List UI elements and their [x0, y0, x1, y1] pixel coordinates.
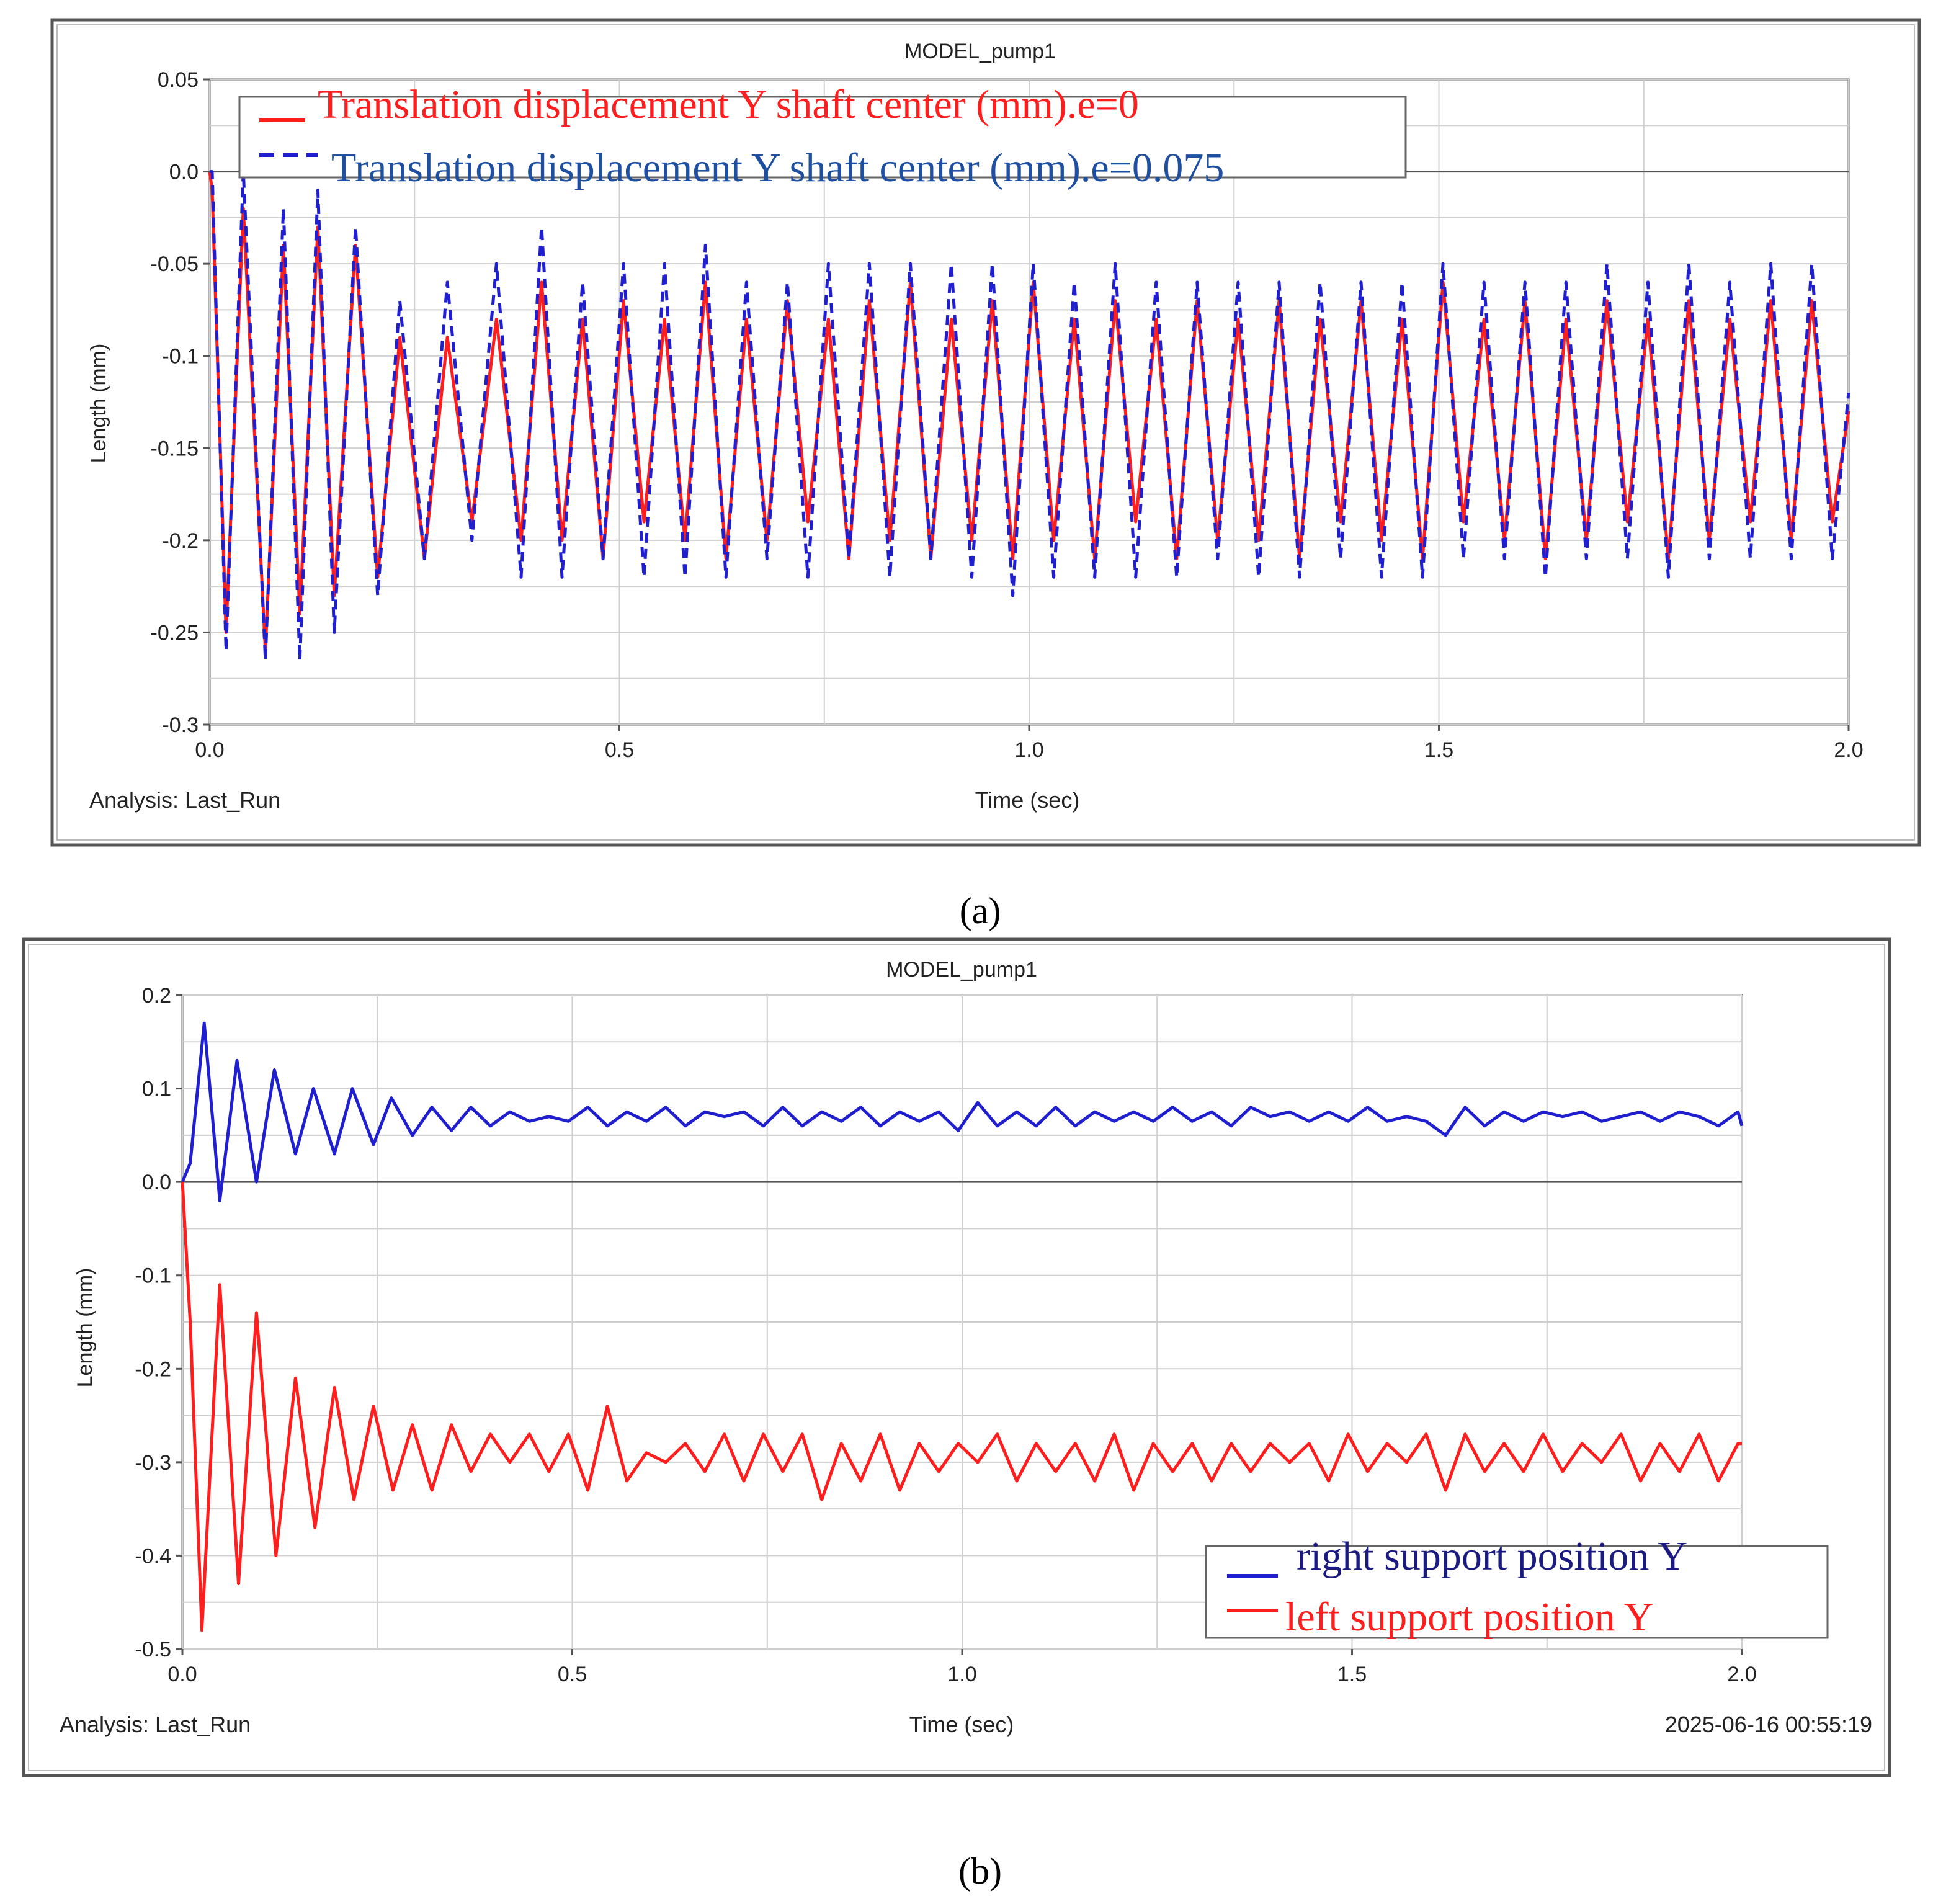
caption-b: (b)	[958, 1851, 1002, 1892]
legend-b-box	[1205, 1545, 1829, 1639]
y-tick-label: 0.0	[169, 161, 199, 184]
x-tick-label: 1.5	[1337, 1663, 1367, 1686]
legend-a-label-1: Translation displacement Y shaft center …	[331, 145, 1224, 190]
panel-b-inner-frame	[28, 944, 1885, 1771]
legend-b: right support position Y left support po…	[1205, 1534, 1829, 1640]
legend-b-label-1: left support position Y	[1285, 1594, 1653, 1640]
x-tick-label: 0.0	[167, 1663, 197, 1686]
y-tick-label: 0.0	[142, 1171, 171, 1194]
x-tick-label: 2.0	[1727, 1663, 1756, 1686]
caption-a: (a)	[960, 890, 1001, 931]
x-axis-label-a: Time (sec)	[975, 787, 1080, 813]
y-tick-label: -0.5	[135, 1638, 171, 1661]
y-tick-label: 0.05	[158, 68, 199, 92]
y-tick-label: -0.15	[151, 437, 199, 460]
series-line-b-1	[181, 1181, 1742, 1632]
y-tick-label: -0.3	[162, 713, 199, 737]
y-axis-label-b: Length (mm)	[73, 1268, 97, 1388]
x-tick-label: 0.0	[195, 738, 224, 762]
xticks-a: 0.0 0.5 1.0 1.5 2.0	[195, 725, 1864, 762]
y-tick-label: -0.4	[135, 1544, 171, 1568]
x-tick-label: 0.5	[558, 1663, 587, 1686]
legend-a-box	[238, 96, 1407, 179]
chart-title-b: MODEL_pump1	[886, 958, 1037, 981]
x-tick-label: 0.5	[605, 738, 634, 762]
y-tick-label: -0.2	[135, 1357, 171, 1381]
series-b	[181, 1021, 1744, 1632]
x-tick-label: 1.0	[1014, 738, 1043, 762]
y-tick-label: -0.1	[135, 1264, 171, 1288]
series-line-b-0	[181, 1021, 1744, 1202]
legend-a-label-0: Translation displacement Y shaft center …	[318, 82, 1139, 127]
y-tick-label: 0.2	[142, 984, 171, 1008]
xticks-b: 0.0 0.5 1.0 1.5 2.0	[167, 1649, 1757, 1686]
analysis-label-b: Analysis: Last_Run	[60, 1712, 251, 1737]
y-tick-label: -0.3	[135, 1451, 171, 1475]
analysis-label-a: Analysis: Last_Run	[89, 787, 280, 813]
panel-b: 0.2 0.1 0.0 -0.1 -0.2 -0.3 -0.4 -0.5 0.0 0.5 1.0 1…	[22, 937, 1891, 1777]
x-axis-label-b: Time (sec)	[909, 1712, 1014, 1737]
series-line-a-1	[210, 170, 1850, 662]
grid-b	[182, 994, 1743, 1650]
series-a	[208, 170, 1850, 662]
yticks-a: 0.05 0.0 -0.05 -0.1 -0.15 -0.2 -0.25 -0.3	[151, 68, 210, 737]
y-axis-label-a: Length (mm)	[87, 344, 110, 463]
yticks-b: 0.2 0.1 0.0 -0.1 -0.2 -0.3 -0.4 -0.5	[135, 984, 182, 1661]
x-tick-label: 1.5	[1424, 738, 1453, 762]
x-tick-label: 1.0	[947, 1663, 976, 1686]
timestamp-label-b: 2025-06-16 00:55:19	[1665, 1712, 1872, 1737]
panel-a: 0.050.0-0.05-0.1-0.15-0.2-0.25-0.3 0.0 0.…	[50, 18, 1921, 847]
legend-b-label-0: right support position Y	[1297, 1534, 1687, 1579]
y-tick-label: -0.25	[151, 621, 199, 645]
grid-a	[209, 79, 1849, 725]
legend-a: Translation displacement Y shaft center …	[238, 82, 1407, 190]
y-tick-label: 0.1	[142, 1078, 171, 1101]
y-tick-label: -0.05	[151, 253, 199, 276]
x-tick-label: 2.0	[1834, 738, 1863, 762]
y-tick-label: -0.1	[162, 345, 199, 369]
y-tick-label: -0.2	[162, 529, 199, 553]
panel-a-inner-frame	[56, 24, 1915, 841]
chart-title-a: MODEL_pump1	[904, 40, 1056, 63]
